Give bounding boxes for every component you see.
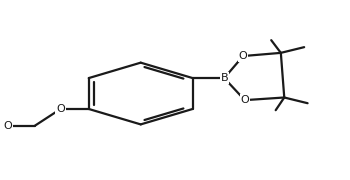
Text: O: O — [240, 95, 249, 105]
Text: B: B — [220, 73, 228, 83]
Text: O: O — [239, 51, 247, 61]
Text: O: O — [3, 121, 12, 131]
Text: O: O — [56, 104, 65, 114]
